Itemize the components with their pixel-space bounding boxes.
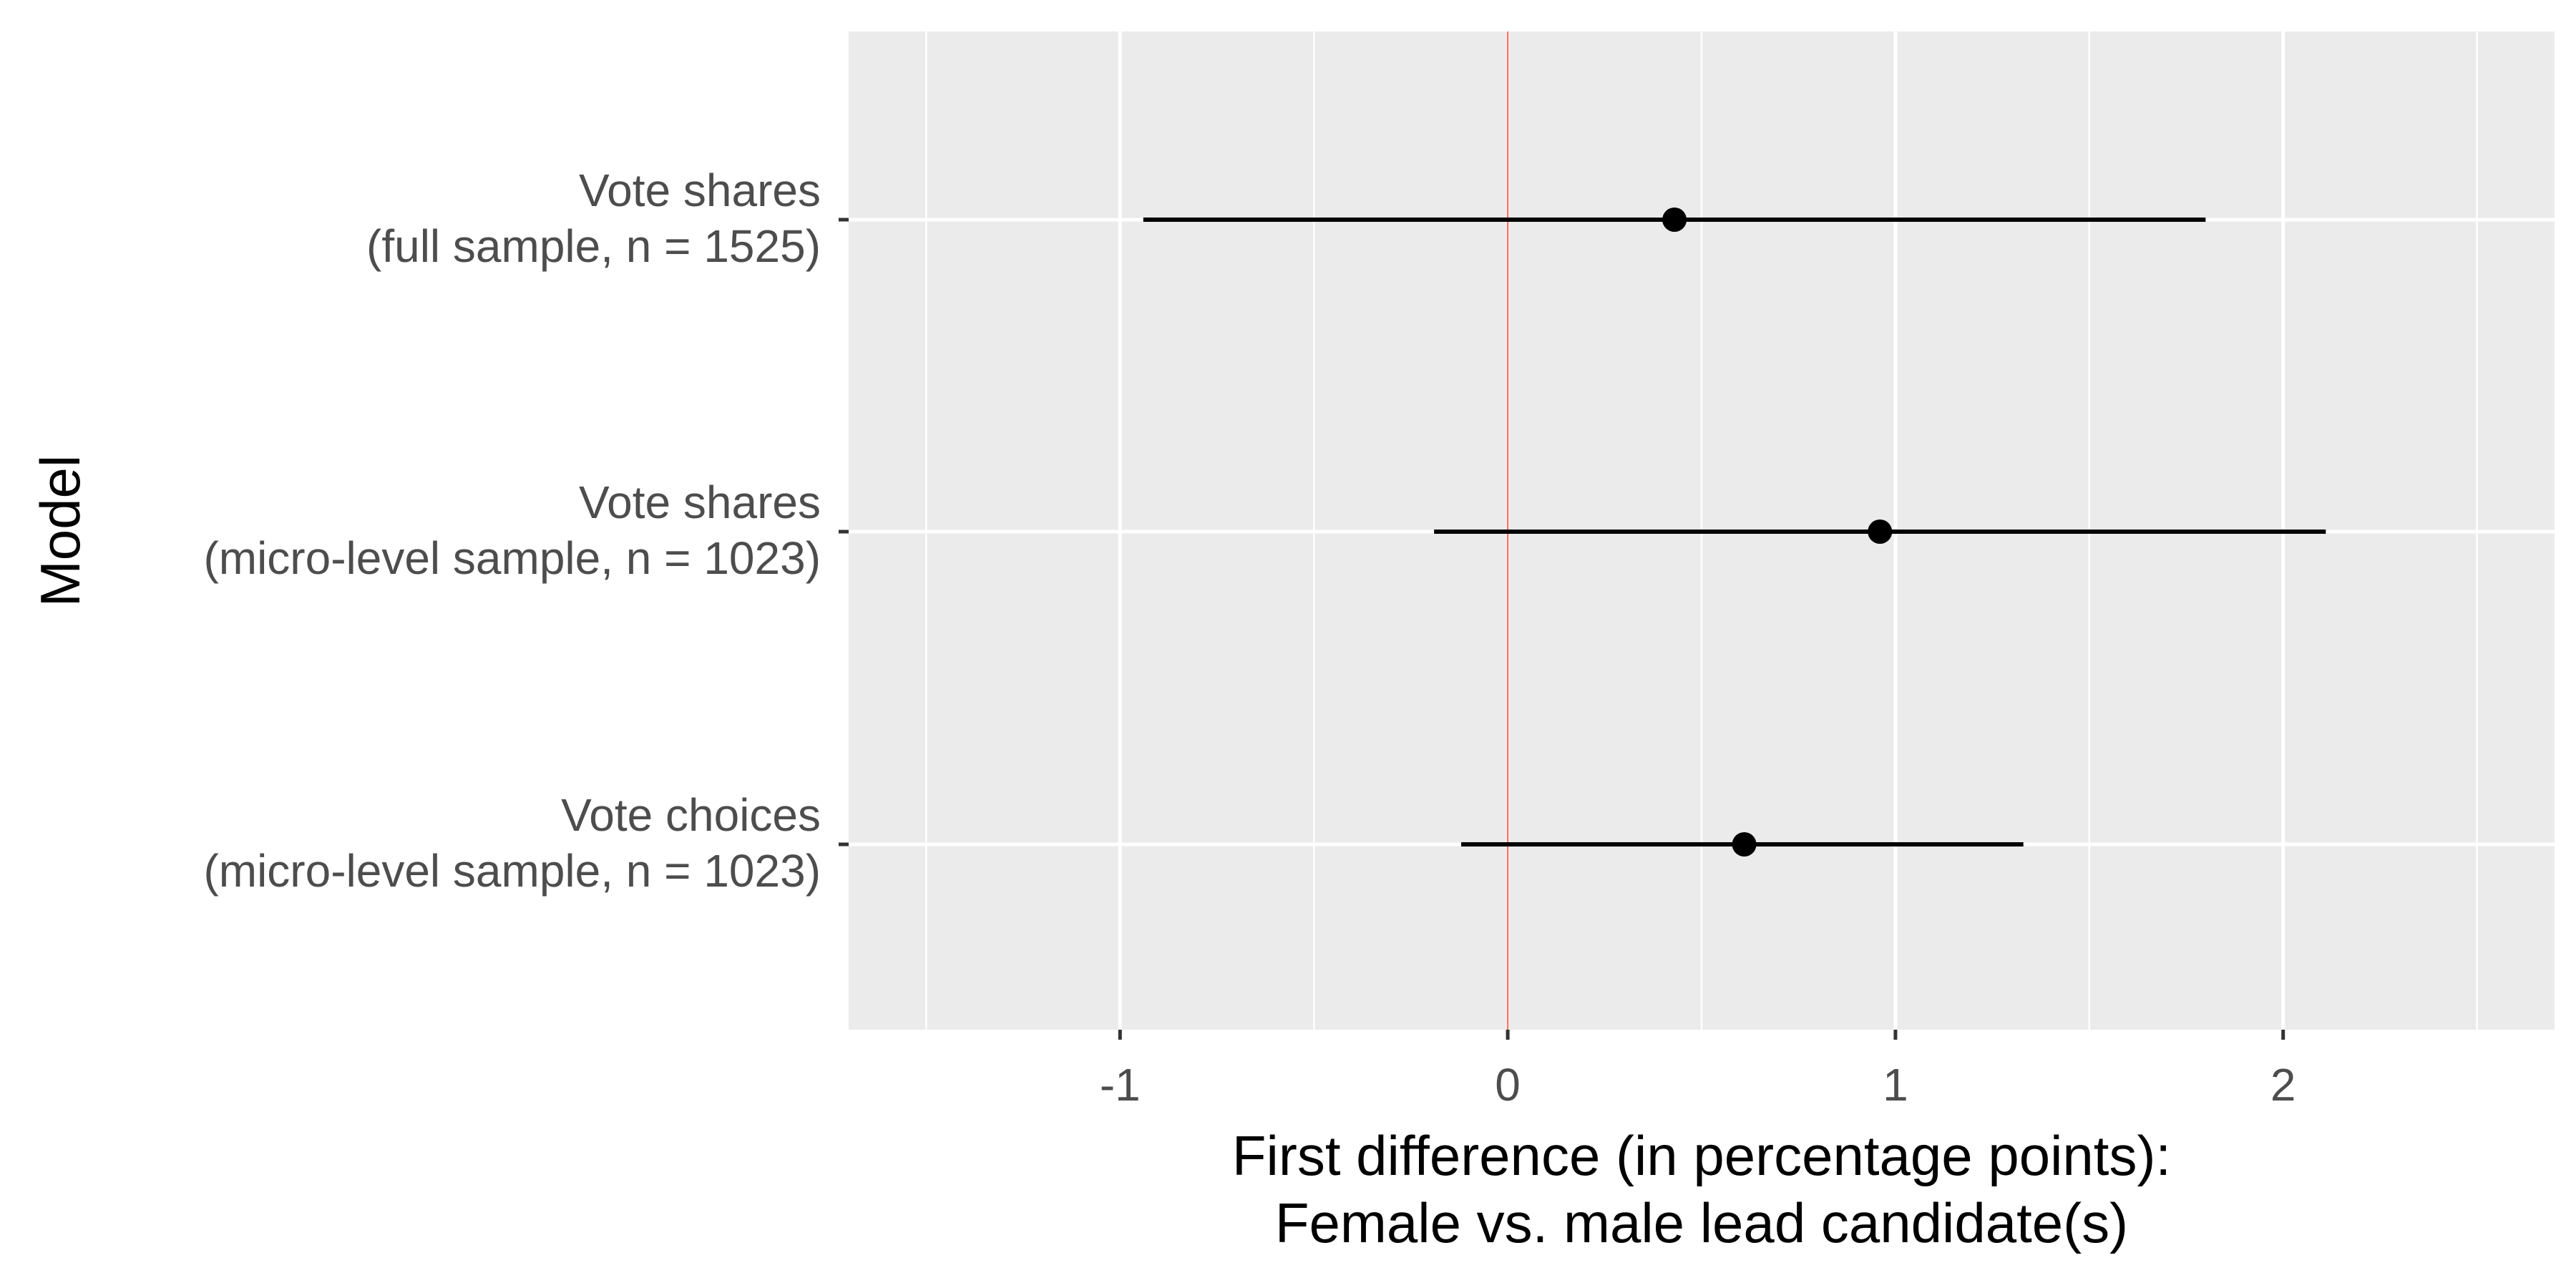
estimate-marks (1143, 208, 2326, 857)
y-tick-label: Vote choices (micro-level sample, n = 102… (203, 789, 821, 897)
y-axis-tick-labels: Vote shares (full sample, n = 1525)Vote s… (203, 165, 821, 897)
y-axis-ticks (839, 218, 849, 847)
x-tick-label: 0 (1495, 1059, 1521, 1111)
x-axis-title: First difference (in percentage points):… (1232, 1124, 2171, 1254)
y-tick-label-line: (micro-level sample, n = 1023) (203, 845, 821, 897)
x-axis-title-line: Female vs. male lead candidate(s) (1275, 1191, 2128, 1254)
y-tick-label: Vote shares (full sample, n = 1525) (366, 165, 821, 272)
y-tick-label-line: Vote choices (561, 789, 821, 841)
x-axis-title-line: First difference (in percentage points): (1232, 1124, 2171, 1187)
y-tick-label-line: Vote shares (579, 477, 821, 528)
estimate-point (1732, 832, 1757, 857)
x-tick-label: 1 (1883, 1059, 1908, 1111)
x-axis-ticks (1118, 1030, 2285, 1040)
y-tick-label-line: (full sample, n = 1525) (366, 220, 821, 272)
y-tick-label: Vote shares (micro-level sample, n = 1023… (203, 477, 821, 584)
y-axis-title: Model (29, 455, 92, 607)
y-tick-label-line: Vote shares (579, 165, 821, 216)
estimate-point (1662, 208, 1687, 232)
estimate-point (1868, 519, 1893, 544)
x-tick-label: 2 (2270, 1059, 2296, 1111)
x-tick-label: -1 (1100, 1059, 1141, 1111)
x-axis-tick-labels: -1 0 1 2 (1100, 1059, 2296, 1111)
y-tick-label-line: (micro-level sample, n = 1023) (203, 532, 821, 584)
